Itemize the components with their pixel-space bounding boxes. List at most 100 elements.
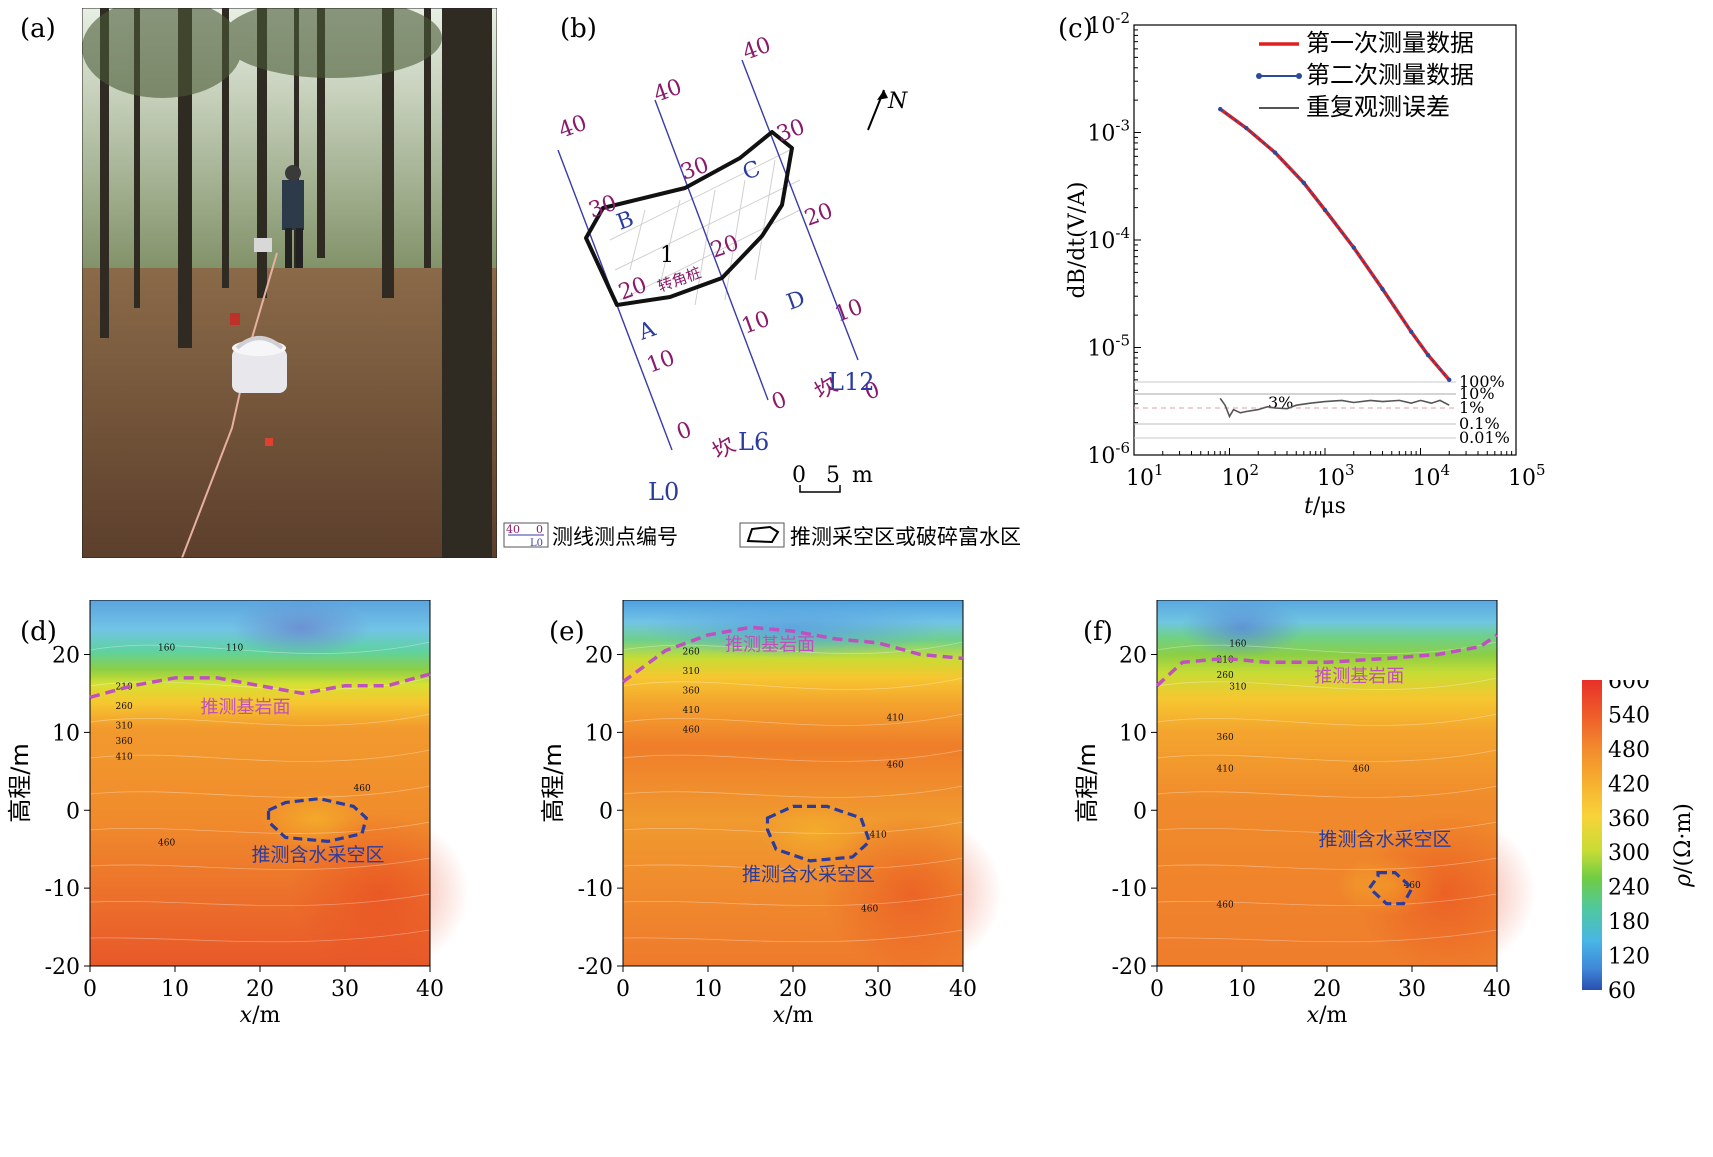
contour-line: [89, 713, 431, 726]
line-label-l6: L6: [738, 428, 769, 456]
y-tick-label: 10-4: [1087, 224, 1130, 254]
legend-marker: [1256, 73, 1262, 79]
panel-label-e: (e): [549, 617, 585, 647]
line-label-l12: L12: [828, 368, 874, 396]
colorbar-tick-label: 60: [1608, 979, 1636, 1004]
series-repeat-error: [1219, 397, 1450, 419]
series-second-point: [1447, 377, 1452, 383]
y-axis-label: 高程/m: [1073, 743, 1101, 822]
contour-label: 410: [870, 831, 887, 841]
reference-line-label: 1%: [1459, 398, 1484, 417]
contour-label: 360: [1217, 733, 1234, 743]
goaf-label: 推测含水采空区: [252, 844, 385, 866]
series-second-point: [1218, 106, 1223, 112]
y-tick-label: 10-5: [1087, 332, 1130, 362]
x-tick-label: 10: [161, 977, 189, 1002]
series-second-point: [1301, 180, 1307, 186]
y-tick-label: -10: [578, 877, 613, 902]
colorbar-label: ρ/(Ω·m): [1671, 803, 1696, 888]
x-tick-label: 103: [1317, 461, 1355, 491]
colorbar-tick-label: 420: [1608, 772, 1650, 797]
x-tick-label: 40: [949, 977, 977, 1002]
contour-line: [1156, 749, 1498, 762]
y-tick-label: -10: [45, 877, 80, 902]
contour-label: 260: [1217, 671, 1234, 681]
contour-line: [622, 857, 964, 870]
x-axis-label: t/μs: [1304, 494, 1346, 519]
x-tick-label: 0: [616, 977, 630, 1002]
x-tick-label: 105: [1508, 461, 1546, 491]
station-l12-40: 40: [740, 33, 775, 66]
y-tick-label: 20: [585, 644, 613, 669]
error-annotation: 3%: [1268, 393, 1293, 412]
contour-label: 310: [116, 721, 133, 731]
y-tick-label: 10-3: [1087, 117, 1130, 147]
legend-line-point: 测线测点编号: [552, 525, 678, 549]
legend-marker: [1296, 73, 1302, 79]
station-l6-0: 0: [769, 387, 791, 415]
contour-label: 360: [683, 686, 700, 696]
decay-curve-chart: 101 102 103 104 105 10-2 10-3 10-4 10-5 10-6 t/μs d…: [1065, 9, 1546, 519]
series-second-measurement: [1219, 108, 1450, 381]
contour-line: [89, 857, 431, 870]
goaf-area-outline: [584, 130, 794, 307]
contour-label: 160: [158, 644, 175, 654]
y-axis-label: dB/dt(V/A): [1065, 182, 1090, 299]
line-label-l0: L0: [648, 478, 679, 506]
x-tick-label: 40: [1483, 977, 1511, 1002]
x-tick-label: 10: [1228, 977, 1256, 1002]
x-tick-label: 10: [694, 977, 722, 1002]
series-second-point: [1351, 245, 1356, 250]
station-l6-30: 30: [678, 153, 713, 186]
series-second-point: [1380, 286, 1385, 292]
scale-bar: [799, 485, 841, 493]
bedrock-label: 推测基岩面: [1314, 666, 1404, 687]
station-l0-10: 10: [644, 346, 679, 379]
contour-label: 460: [354, 784, 371, 794]
slope-mark-1: 坎: [709, 433, 741, 466]
panel-label-b: (b): [560, 14, 597, 44]
contour-label: 460: [1217, 901, 1234, 911]
legend-area: 推测采空区或破碎富水区: [790, 525, 1021, 549]
contour-label: 110: [226, 644, 243, 654]
contour-label: 410: [887, 714, 904, 724]
goaf-outline: [765, 804, 872, 863]
colorbar-tick-label: 600: [1608, 680, 1650, 694]
x-axis-label: x/m: [773, 1003, 814, 1028]
reference-line-label: 100%: [1459, 372, 1505, 391]
scale-end: 5: [826, 463, 840, 488]
goaf-outline: [1367, 871, 1415, 906]
section-d: 160 110210260310360410460460推测基岩面推测含水采空区0…: [6, 600, 469, 1028]
contour-label: 460: [861, 904, 878, 914]
corner-b: B: [614, 207, 638, 236]
x-tick-label: 40: [416, 977, 444, 1002]
contour-label: 460: [1353, 764, 1370, 774]
contour-label: 460: [887, 760, 904, 770]
high-resistivity-zone: [1356, 812, 1536, 973]
goaf-outline: [266, 796, 369, 844]
panel-label-f: (f): [1083, 617, 1113, 647]
y-axis-label: 高程/m: [6, 743, 34, 822]
x-axis-label: x/m: [1307, 1003, 1348, 1028]
contour-label: 460: [158, 838, 175, 848]
contour-line: [622, 929, 964, 943]
survey-line-l6: [654, 99, 769, 401]
y-axis-label: 高程/m: [539, 743, 567, 822]
bedrock-label: 推测基岩面: [725, 635, 815, 656]
bedrock-label: 推测基岩面: [201, 697, 291, 718]
series-second-point: [1409, 329, 1414, 334]
x-tick-label: 20: [1313, 977, 1341, 1002]
y-tick-label: -20: [578, 955, 613, 980]
colorbar-tick-label: 120: [1608, 945, 1650, 970]
contour-label: 260: [683, 648, 700, 658]
contour-line: [622, 713, 964, 726]
legend-label: 第二次测量数据: [1306, 61, 1474, 89]
bedrock-interface: [1155, 633, 1498, 687]
contour-label: 360: [116, 737, 133, 747]
contour-line: [622, 785, 964, 798]
station-l12-30: 30: [774, 115, 809, 148]
north-label: N: [887, 89, 908, 114]
contour-line: [1156, 785, 1498, 798]
corner-c: C: [740, 156, 764, 185]
panel-label-a: (a): [20, 14, 56, 44]
